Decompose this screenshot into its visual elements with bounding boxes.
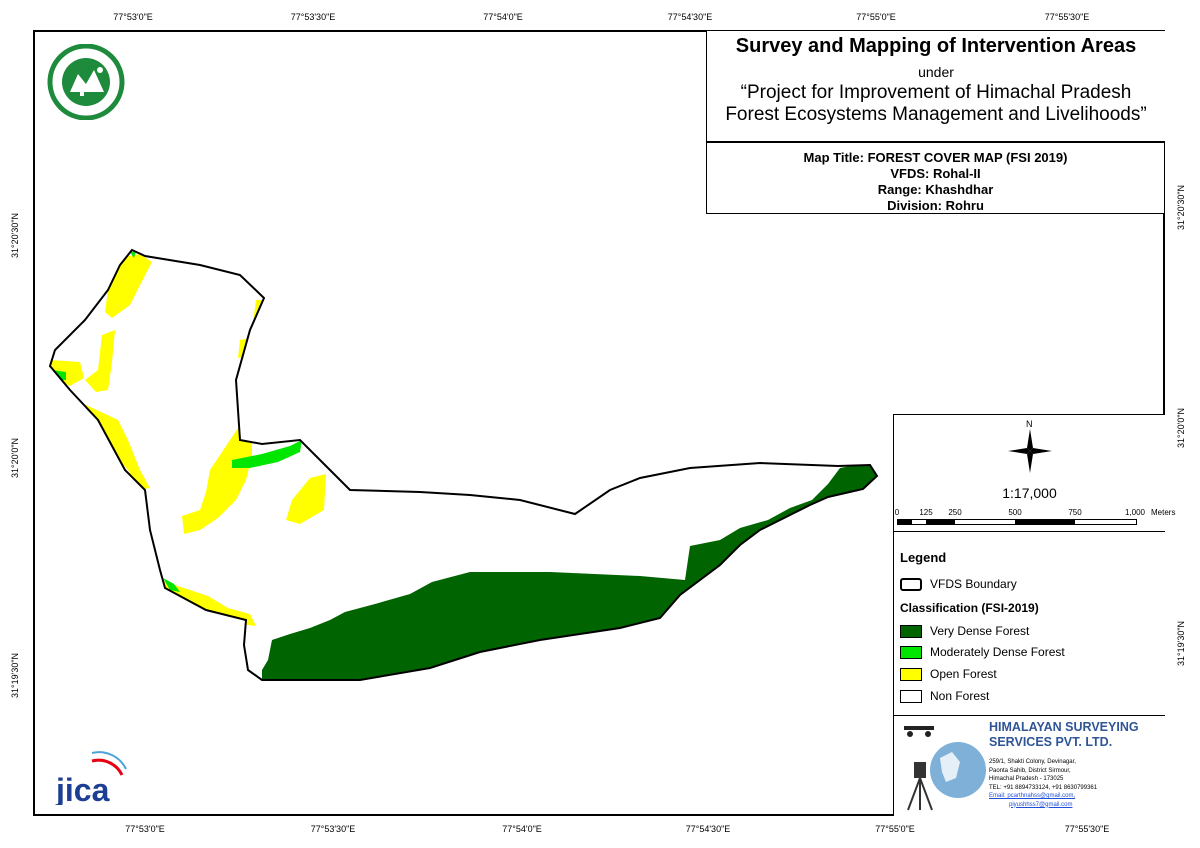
- map-title-text: Map Title: FOREST COVER MAP (FSI 2019): [803, 150, 1068, 165]
- project-title-line2: Forest Ecosystems Management and Livelih…: [725, 104, 1147, 125]
- coord-top-1: 77°53'0"E: [113, 12, 153, 22]
- scale-ratio: 1:17,000: [1002, 485, 1057, 501]
- north-arrow-icon: [1008, 429, 1052, 473]
- scale-unit: Meters: [1151, 508, 1176, 517]
- open-forest-swatch: [900, 667, 922, 681]
- non-forest-swatch: [900, 689, 922, 703]
- legend-open-label: Open Forest: [930, 667, 997, 681]
- very-dense-forest-area: [262, 462, 877, 680]
- title-block: Survey and Mapping of Intervention Areas…: [706, 31, 1165, 142]
- scale-block: N 1:17,000 0 125 250 500 750 1,000 Meter…: [893, 414, 1175, 532]
- scale-label-1000: 1,000: [1124, 508, 1146, 517]
- scale-label-0: 0: [894, 508, 900, 517]
- coord-bottom-3: 77°54'0"E: [502, 824, 542, 834]
- scale-label-500: 500: [1008, 508, 1022, 517]
- coord-bottom-4: 77°54'30"E: [685, 824, 731, 834]
- scale-label-125: 125: [919, 508, 933, 517]
- company-block: HIMALAYAN SURVEYING SERVICES PVT. LTD. 2…: [893, 715, 1165, 816]
- legend-item-very-dense: Very Dense Forest: [900, 624, 1029, 638]
- open-forest-patches: [50, 254, 326, 626]
- company-name: HIMALAYAN SURVEYING SERVICES PVT. LTD.: [989, 720, 1139, 750]
- legend-item-boundary: VFDS Boundary: [900, 577, 1017, 591]
- boundary-swatch: [900, 577, 922, 591]
- coord-bottom-6: 77°55'30"E: [1064, 824, 1110, 834]
- forest-department-logo: [42, 43, 132, 121]
- coord-top-2: 77°53'30"E: [290, 12, 336, 22]
- legend-moderately-dense-label: Moderately Dense Forest: [930, 645, 1065, 659]
- vfds-boundary: [48, 248, 879, 681]
- coord-top-3: 77°54'0"E: [483, 12, 523, 22]
- jica-logo: jica: [52, 745, 132, 808]
- division-text: Division: Rohru: [887, 198, 984, 213]
- telephone: TEL: +91 8894733124, +91 8630799361: [989, 784, 1098, 791]
- email-line2[interactable]: piyushhss7@gmail.com: [1009, 801, 1073, 808]
- coord-bottom-2: 77°53'30"E: [310, 824, 356, 834]
- company-name-line1: HIMALAYAN SURVEYING: [989, 720, 1139, 734]
- legend-item-non-forest: Non Forest: [900, 689, 989, 703]
- very-dense-swatch: [900, 624, 922, 638]
- legend-boundary-label: VFDS Boundary: [930, 577, 1017, 591]
- map-info-block: Map Title: FOREST COVER MAP (FSI 2019) V…: [706, 142, 1164, 214]
- vfds-text: VFDS: Rohal-II: [890, 166, 981, 181]
- moderately-dense-swatch: [900, 645, 922, 659]
- coord-top-5: 77°55'0"E: [856, 12, 896, 22]
- project-title-line1: “Project for Improvement of Himachal Pra…: [740, 82, 1132, 103]
- coord-top-4: 77°54'30"E: [667, 12, 713, 22]
- email-line1[interactable]: Email: pcarthnahss@gmail.com,: [989, 793, 1076, 799]
- scale-bar: [897, 519, 1137, 525]
- address-line1: 259/1, Shakti Colony, Devinagar,: [989, 759, 1076, 765]
- address-line2: Paonta Sahib, District Sirmour,: [989, 767, 1071, 774]
- company-address: 259/1, Shakti Colony, Devinagar, Paonta …: [989, 758, 1097, 809]
- forest-cover-layer: [50, 252, 877, 680]
- range-text: Range: Khashdhar: [877, 182, 994, 197]
- scale-label-250: 250: [948, 508, 962, 517]
- legend-block: Legend VFDS Boundary Classification (FSI…: [893, 531, 1165, 716]
- legend-classification-title: Classification (FSI-2019): [900, 601, 1039, 615]
- company-name-line2: SERVICES PVT. LTD.: [989, 735, 1113, 749]
- map-main-title: Survey and Mapping of Intervention Areas: [735, 35, 1137, 57]
- legend-title: Legend: [900, 550, 947, 565]
- address-line3: Himachal Pradesh - 173025: [989, 776, 1064, 782]
- coord-bottom-5: 77°55'0"E: [875, 824, 915, 834]
- legend-very-dense-label: Very Dense Forest: [930, 624, 1030, 638]
- north-label: N: [1026, 419, 1033, 429]
- coord-top-6: 77°55'30"E: [1044, 12, 1090, 22]
- moderately-dense-forest-patches: [52, 252, 302, 592]
- svg-text:jica: jica: [55, 772, 110, 805]
- scale-label-750: 750: [1068, 508, 1082, 517]
- legend-item-open: Open Forest: [900, 667, 997, 681]
- legend-item-moderately-dense: Moderately Dense Forest: [900, 645, 1065, 659]
- title-under: under: [918, 64, 954, 80]
- company-logo: [904, 726, 986, 811]
- coord-bottom-1: 77°53'0"E: [125, 824, 165, 834]
- legend-non-forest-label: Non Forest: [930, 689, 990, 703]
- project-title: “Project for Improvement of Himachal Pra…: [707, 82, 1165, 126]
